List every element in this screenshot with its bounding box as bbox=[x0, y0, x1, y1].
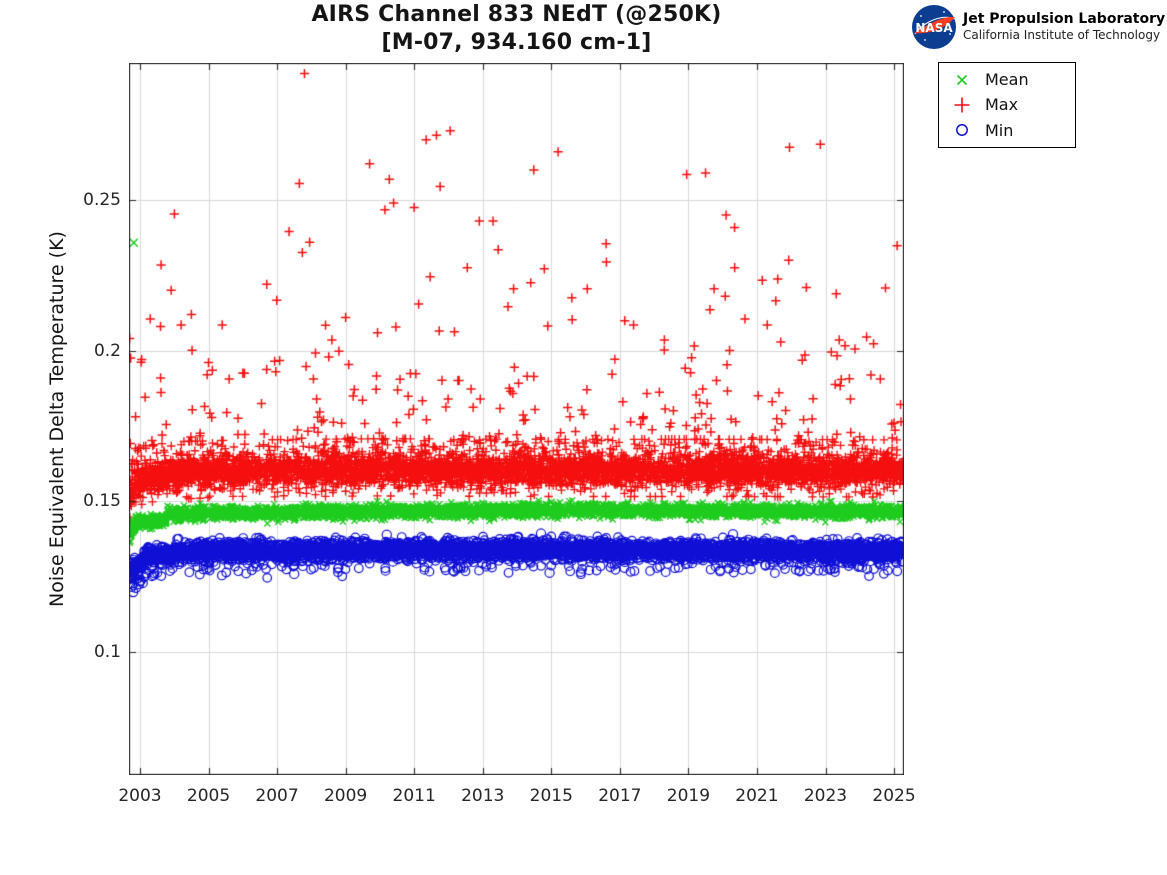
x-tick-label: 2009 bbox=[323, 786, 368, 806]
x-tick-label: 2005 bbox=[186, 786, 231, 806]
chart-title-block: AIRS Channel 833 NEdT (@250K) [M-07, 934… bbox=[129, 1, 904, 57]
y-tick-label: 0.15 bbox=[83, 491, 121, 512]
org-name: Jet Propulsion Laboratory bbox=[963, 11, 1166, 27]
nasa-logo-icon: NASA bbox=[912, 5, 956, 49]
x-tick-label: 2015 bbox=[529, 786, 573, 806]
x-tick-label: 2021 bbox=[735, 786, 779, 806]
legend-box: Mean Max Min bbox=[938, 62, 1076, 148]
y-tick-label: 0.25 bbox=[83, 189, 121, 210]
mean-x-marker-icon bbox=[939, 72, 985, 88]
x-tick-label: 2007 bbox=[255, 786, 299, 806]
min-circle-marker-icon bbox=[939, 122, 985, 138]
nasa-logo-text: NASA bbox=[915, 21, 953, 35]
y-tick-label: 0.2 bbox=[93, 340, 121, 361]
legend-label-min: Min bbox=[985, 120, 1014, 140]
x-tick-label: 2003 bbox=[118, 786, 162, 806]
y-tick-label: 0.1 bbox=[93, 641, 121, 662]
max-plus-marker-icon bbox=[939, 96, 985, 114]
chart-title: AIRS Channel 833 NEdT (@250K) bbox=[311, 2, 722, 27]
legend-item-mean: Mean bbox=[939, 68, 1075, 92]
x-tick-label: 2013 bbox=[461, 786, 505, 806]
y-axis-label: Noise Equivalent Delta Temperature (K) bbox=[46, 231, 68, 607]
branding-block: NASA Jet Propulsion Laboratory Californi… bbox=[911, 4, 1165, 50]
x-tick-label: 2019 bbox=[666, 786, 711, 806]
x-tick-label: 2025 bbox=[872, 786, 916, 806]
legend-item-min: Min bbox=[939, 118, 1075, 142]
scatter-plot-canvas bbox=[129, 63, 904, 775]
x-tick-label: 2011 bbox=[392, 786, 436, 806]
chart-subtitle: [M-07, 934.160 cm-1] bbox=[381, 30, 652, 55]
legend-label-max: Max bbox=[985, 95, 1019, 115]
org-subtitle: California Institute of Technology bbox=[963, 28, 1161, 42]
x-tick-label: 2023 bbox=[803, 786, 848, 806]
branding-text: Jet Propulsion Laboratory California Ins… bbox=[963, 11, 1165, 43]
x-tick-label: 2017 bbox=[598, 786, 642, 806]
legend-item-max: Max bbox=[939, 93, 1075, 117]
legend-label-mean: Mean bbox=[985, 70, 1029, 90]
